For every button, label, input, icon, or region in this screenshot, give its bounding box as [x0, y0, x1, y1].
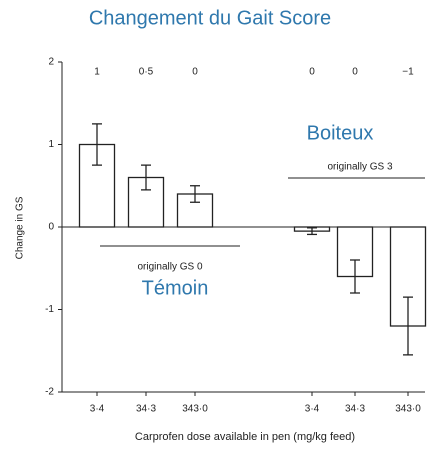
- y-tick-label: 2: [48, 57, 54, 68]
- x-tick-label: 34·3: [136, 404, 156, 415]
- group-label: originally GS 0: [137, 262, 202, 273]
- top-label: 0·5: [139, 67, 154, 78]
- x-tick-label: 3·4: [90, 404, 105, 415]
- x-tick-label: 34·3: [345, 404, 365, 415]
- y-axis-label: Change in GS: [15, 196, 26, 259]
- group-name: Boiteux: [307, 122, 374, 144]
- x-tick-label: 343·0: [182, 404, 208, 415]
- chart-title: Changement du Gait Score: [89, 7, 331, 29]
- top-label: 0: [192, 67, 198, 78]
- top-label: 1: [94, 67, 100, 78]
- x-tick-label: 343·0: [395, 404, 421, 415]
- group-name: Témoin: [142, 277, 209, 299]
- y-tick-label: 0: [48, 222, 54, 233]
- top-label: 0: [309, 67, 315, 78]
- x-axis-label: Carprofen dose available in pen (mg/kg f…: [135, 431, 355, 443]
- group-label: originally GS 3: [327, 162, 392, 173]
- y-tick-label: -1: [45, 304, 54, 315]
- x-tick-label: 3·4: [305, 404, 320, 415]
- top-label: 0: [352, 67, 358, 78]
- top-label: −1: [402, 67, 414, 78]
- y-tick-label: 1: [48, 139, 54, 150]
- y-tick-label: -2: [45, 387, 54, 398]
